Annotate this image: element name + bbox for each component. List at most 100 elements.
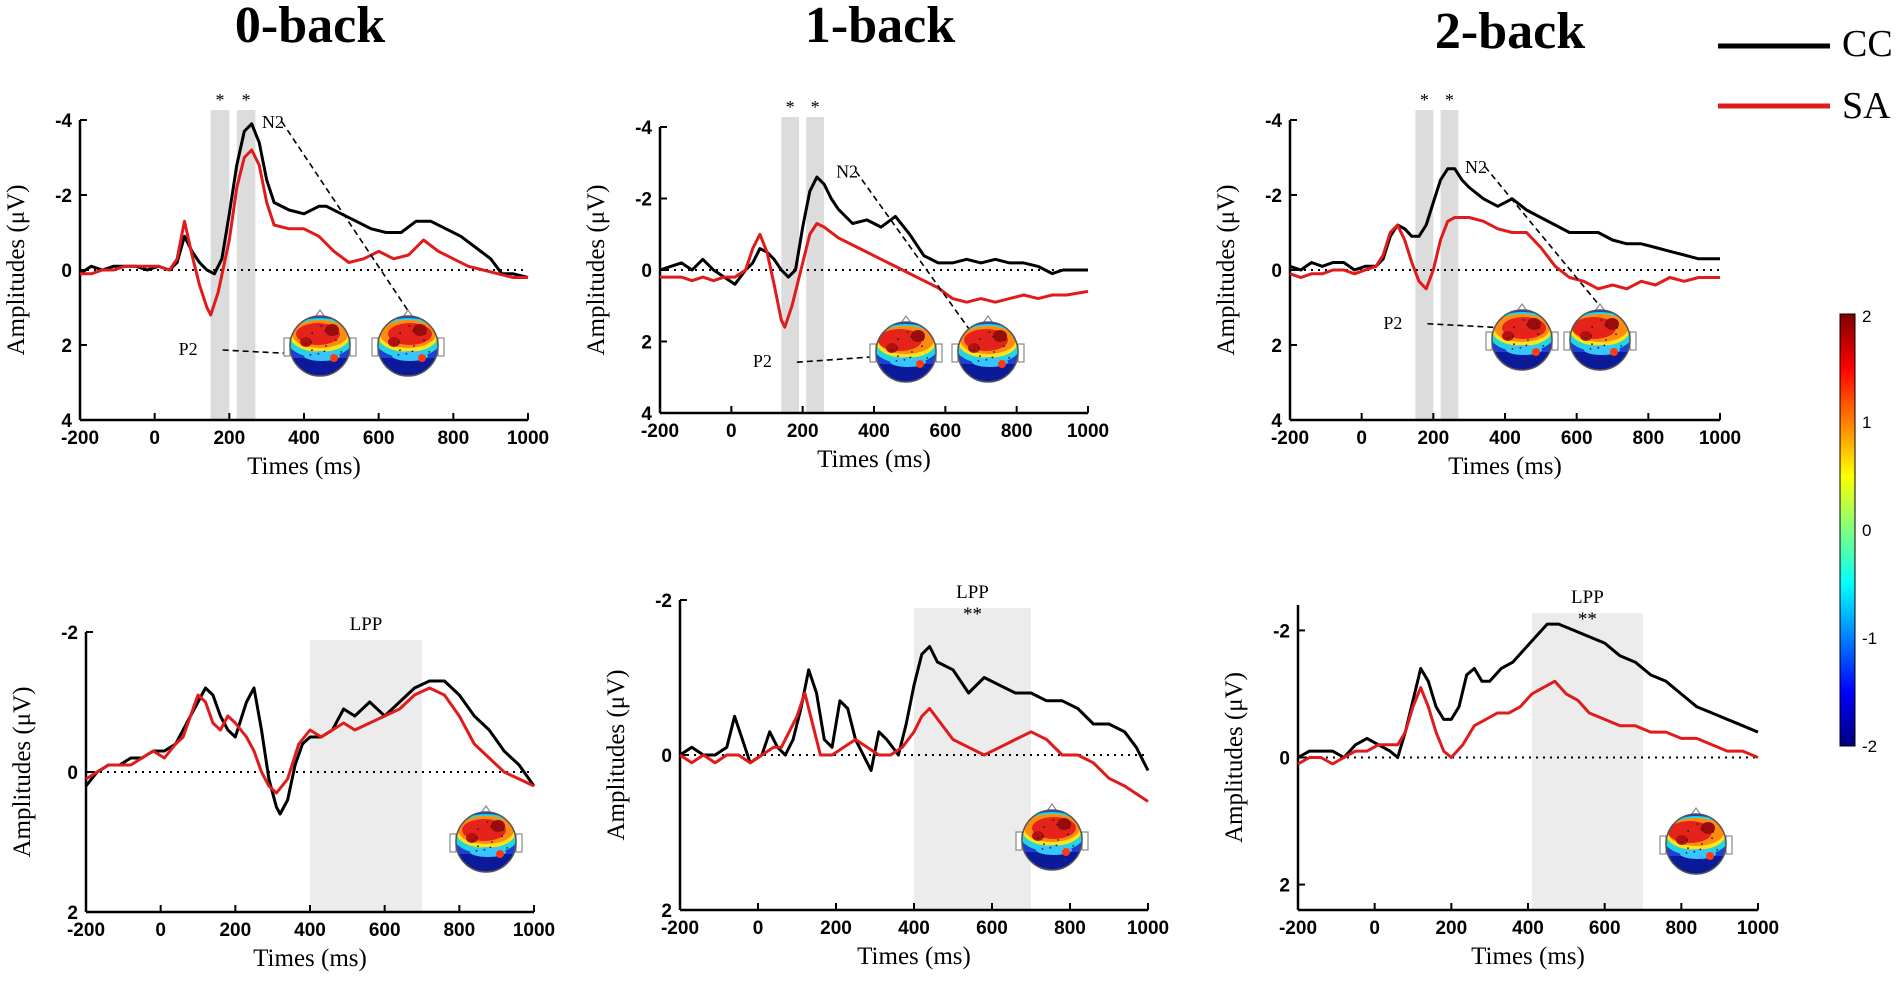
topomap-map [290,316,350,376]
x-tick-label: -200 [641,421,679,442]
annotation-n2: N2 [836,161,858,181]
topomap-electrode [922,339,924,341]
significance-marker: ** [1578,609,1597,630]
topomap-head [1659,806,1733,875]
topomap-electrode [988,331,991,333]
topomap-electrode [393,343,395,345]
topomap-blob [1062,848,1070,856]
topomap-blob [325,324,339,336]
shaded-window [310,640,422,912]
topomap-electrode [1003,345,1005,348]
series-line-cc [84,679,536,816]
topomap-electrode [477,828,480,831]
chart-panel-n0-top: * * -200 0 200 400 600 800 1000 -4 -2 0 2 4 Times (ms)… [3,90,549,480]
x-tick-label: -200 [61,428,99,449]
topomap-head [371,308,445,377]
topomap-electrode [1522,319,1525,321]
topomap-electrode [991,356,994,359]
legend: CC SA [1718,23,1893,127]
topomap-electrode [1041,835,1044,837]
x-tick-label: 400 [288,428,320,449]
topomap-blob [993,330,1007,342]
topomap-electrode [992,336,995,338]
topomap-electrode [977,360,980,362]
chart-panel-n2-top: * * -200 0 200 400 600 800 1000 -4 -2 0 2 4 Times (ms)… [1213,90,1741,480]
topomap-outline [1021,809,1083,871]
shaded-window [236,110,256,420]
topomap-electrode [428,351,431,353]
y-axis-label: Amplitudes (μV) [1213,184,1240,355]
topomap-electrode [311,332,314,335]
x-tick-label: 0 [155,920,166,941]
topomap-electrode [1542,345,1545,347]
topomap-head [1485,302,1559,371]
series-line-cc [1289,167,1720,272]
shaded-window [781,117,800,413]
y-tick-label: 2 [641,333,652,354]
topomap-electrode [1700,828,1703,830]
topomap-electrode [1511,335,1514,337]
topomap-electrode [1008,357,1011,359]
topomap-electrode [416,366,419,368]
topomap-electrode [1699,848,1702,851]
x-tick-label: 400 [294,920,326,941]
topomap-electrode [411,350,414,353]
topomap-ear [935,343,943,363]
topomap-electrode [1620,345,1623,347]
annotation-leader [796,355,889,363]
topomap-electrode [914,372,917,374]
topomap-map [1492,310,1552,370]
significance-marker: * [1445,90,1454,110]
x-tick-label: -200 [67,920,105,941]
topomap-electrode [490,826,493,828]
x-tick-label: 0 [726,421,737,442]
y-tick-label: 2 [67,903,78,924]
topomap-electrode [895,347,898,349]
topomap-blob [1532,348,1540,356]
topomap-electrode [1687,847,1689,850]
topomap-electrode [891,349,893,351]
topomap-electrode [423,339,425,342]
chart-panel-n1-top: * * -200 0 200 400 600 800 1000 -4 -2 0 2 4 Times (ms)… [583,97,1109,473]
x-tick-label: 0 [753,918,764,939]
column-title-1back: 1-back [805,0,955,54]
annotation-n2: N2 [1465,157,1487,177]
x-tick-label: 0 [1369,918,1380,939]
x-tick-label: 400 [858,421,890,442]
significance-marker: * [216,90,225,110]
topomap-electrode [475,850,478,852]
topomap-electrode [1037,837,1039,839]
shaded-window [1415,110,1434,420]
significance-marker: * [1420,90,1429,110]
topomap-electrode [1537,333,1539,336]
x-tick-label: 1000 [1067,421,1109,442]
topomap-electrode [973,349,975,351]
topomap-electrode [1589,348,1592,350]
topomap-electrode [309,341,312,343]
topomap-blob [496,850,504,858]
chart-panel-n0-bottom: LPP -200 0 200 400 600 800 1000 -2 0 2 Times (ms) Am… [9,614,555,972]
x-tick-label: 800 [1054,918,1086,939]
topomap-electrode [1712,831,1714,833]
x-axis-label: Times (ms) [1448,453,1562,480]
annotation-p2: P2 [1383,313,1402,333]
topomap-electrode [1525,344,1528,347]
colorbar-gradient [1839,313,1856,747]
topomap-electrode [1716,849,1719,851]
y-tick-label: 0 [67,763,78,784]
x-tick-label: 800 [1665,918,1697,939]
topomap-ear [1017,343,1025,363]
annotation-leader [1484,166,1621,331]
y-tick-label: 4 [641,404,652,425]
y-tick-label: 2 [61,336,72,357]
topomap-electrode [397,341,400,343]
topomap-electrode [506,847,509,849]
topomap-electrode [408,325,411,327]
topomap-electrode [1585,337,1587,339]
x-tick-label: -200 [1279,918,1317,939]
colorbar-tick: -1 [1862,629,1877,648]
topomap-ear [1629,331,1637,351]
series-line-sa [679,691,1149,803]
y-tick-label: -4 [55,111,72,132]
topomap-ear [437,337,445,357]
